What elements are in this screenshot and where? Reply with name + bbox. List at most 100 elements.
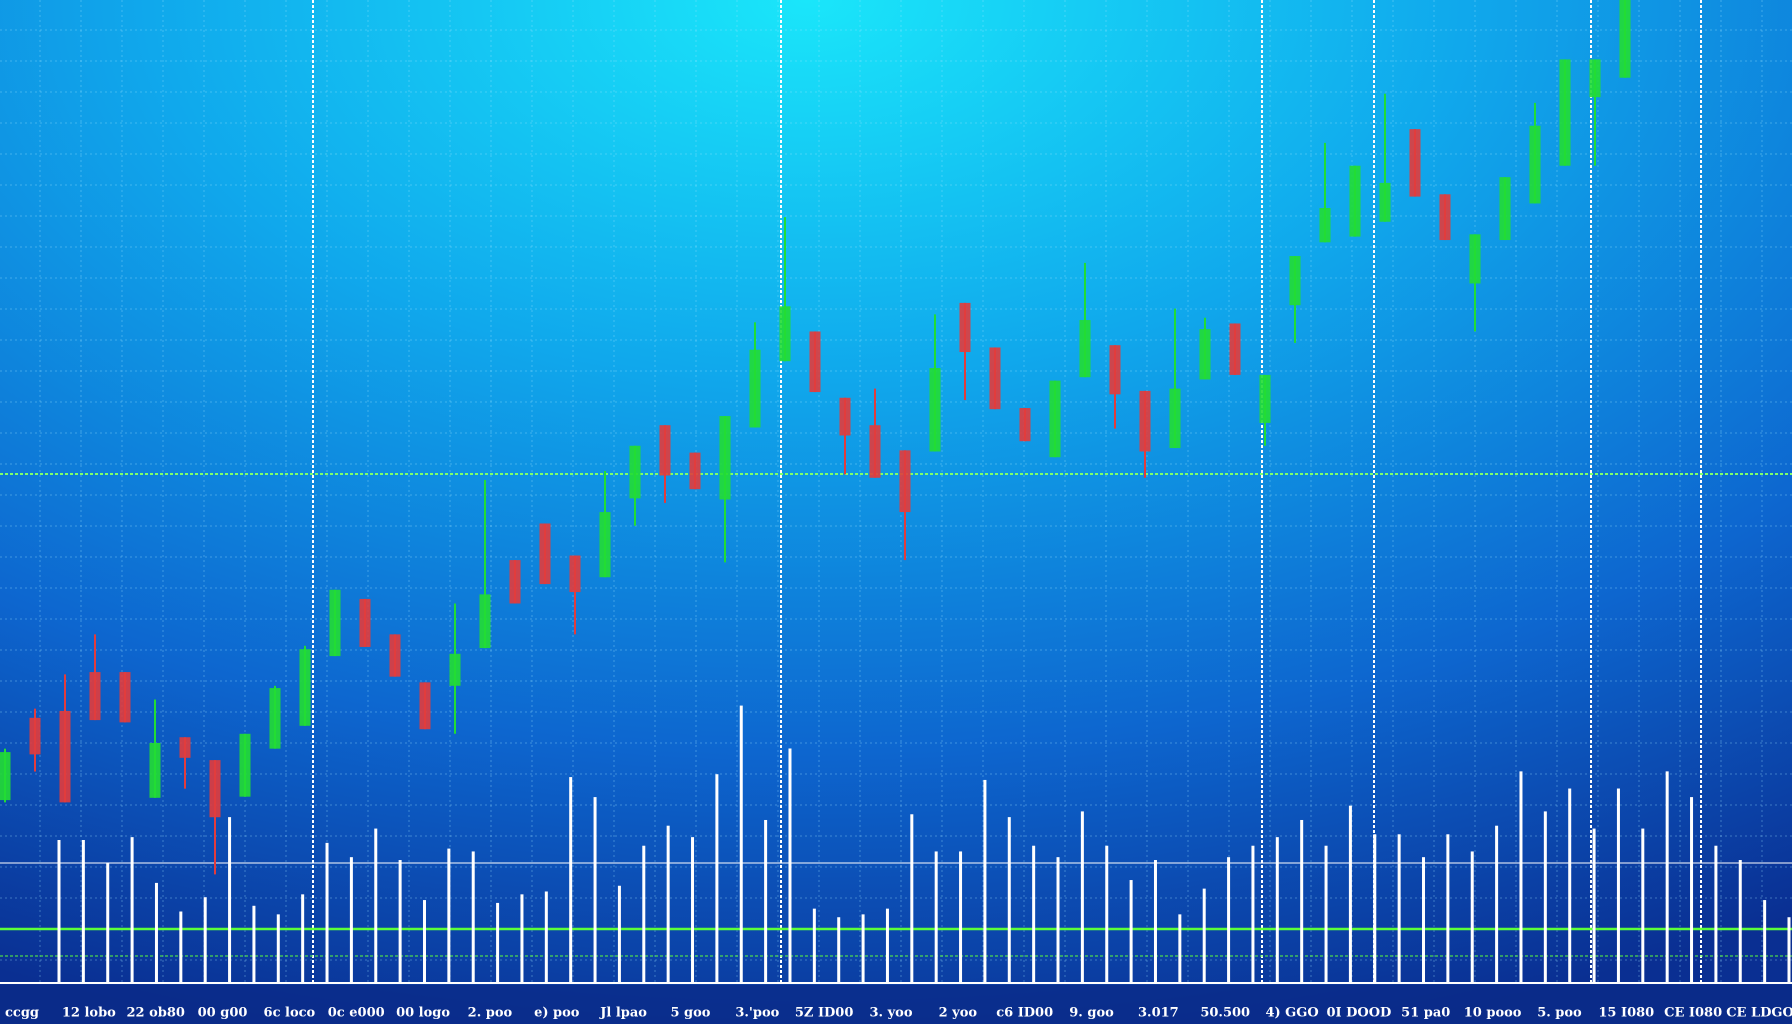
candle-body xyxy=(989,347,1001,410)
volume-bar xyxy=(1202,888,1206,983)
volume-bar xyxy=(983,779,987,983)
volume-bar xyxy=(154,882,158,983)
candle-body xyxy=(1319,208,1331,243)
volume-bar xyxy=(106,862,110,983)
candle-body xyxy=(149,742,161,798)
candle-body xyxy=(329,589,341,657)
volume-bar xyxy=(1787,917,1791,983)
volume-bar xyxy=(349,857,353,983)
volume-bar xyxy=(1397,834,1401,983)
candle-body xyxy=(869,425,881,478)
candle-body xyxy=(929,368,941,452)
candle-body xyxy=(779,306,791,362)
volume-bar xyxy=(569,777,573,983)
volume-bar xyxy=(228,817,232,983)
x-tick-label: 50.500 xyxy=(1200,1006,1250,1021)
candle-body xyxy=(1499,177,1511,241)
volume-bar xyxy=(1373,834,1377,983)
candle-body xyxy=(1049,380,1061,458)
x-tick-label: 3. yoo xyxy=(870,1006,913,1021)
volume-bar xyxy=(1007,817,1011,983)
volume-bar xyxy=(374,828,378,983)
candle-body xyxy=(29,717,41,755)
volume-bar xyxy=(471,851,475,983)
volume-bar xyxy=(1032,845,1036,983)
volume-bar xyxy=(1422,857,1426,983)
volume-bar xyxy=(398,860,402,983)
volume-bar xyxy=(179,911,183,983)
volume-bar xyxy=(910,814,914,983)
volume-bar xyxy=(130,837,134,983)
volume-bar xyxy=(252,905,256,983)
volume-bar xyxy=(1763,900,1767,983)
highlight-lines xyxy=(0,473,1792,957)
volume-bar xyxy=(422,900,426,983)
x-tick-label: 15 I080 xyxy=(1598,1006,1654,1021)
candle-body xyxy=(1019,408,1031,442)
candle-body xyxy=(239,733,251,797)
volume-bar xyxy=(1665,771,1669,983)
volume-bar xyxy=(325,842,329,983)
volume-bar xyxy=(715,774,719,983)
volume-bar xyxy=(1446,834,1450,983)
x-tick-label: ccgg xyxy=(5,1006,39,1021)
x-tick-label: CE LDGO xyxy=(1726,1006,1792,1021)
volume-bar xyxy=(1348,805,1352,983)
x-tick-label: 2. poo xyxy=(468,1006,513,1021)
x-tick-label: 5Z ID00 xyxy=(795,1006,854,1021)
volume-bar xyxy=(1641,828,1645,983)
candle-body xyxy=(809,331,821,393)
x-tick-label: 51 pa0 xyxy=(1401,1006,1450,1021)
candle-body xyxy=(209,760,221,818)
x-tick-label: 6c loco xyxy=(264,1006,316,1021)
volume-bar xyxy=(593,797,597,983)
x-tick-label: 0c e000 xyxy=(328,1006,385,1021)
candle-body xyxy=(1109,345,1121,395)
volume-bar xyxy=(520,894,524,983)
candle-body xyxy=(719,416,731,500)
volume-bar xyxy=(642,845,646,983)
candle-body xyxy=(839,397,851,436)
volume-bar xyxy=(1495,825,1499,983)
candle-body xyxy=(1439,194,1451,241)
volume-bar xyxy=(1300,819,1304,983)
volume-bar xyxy=(1592,828,1596,983)
x-tick-label: 3.017 xyxy=(1138,1006,1179,1021)
candles xyxy=(0,0,1631,875)
volume-bar xyxy=(57,840,61,983)
x-tick-label: 10 pooo xyxy=(1464,1006,1522,1021)
volume-bar xyxy=(1470,851,1474,983)
volume-bar xyxy=(617,885,621,983)
grid xyxy=(0,0,1792,985)
candle-body xyxy=(959,302,971,353)
volume-bar xyxy=(1275,837,1279,983)
x-tick-label: 0I DOOD xyxy=(1326,1006,1391,1021)
x-tick-label: 22 ob80 xyxy=(126,1006,184,1021)
volume-bar xyxy=(1738,860,1742,983)
volume-bar xyxy=(812,908,816,983)
candle-body xyxy=(449,653,461,686)
candle-body xyxy=(1169,388,1181,449)
candle-body xyxy=(599,512,611,578)
candle-body xyxy=(1529,125,1541,204)
volume-bar xyxy=(666,825,670,983)
candle-body xyxy=(689,452,701,490)
candle-body xyxy=(1289,256,1301,306)
candle-body xyxy=(299,649,311,726)
volume-bar xyxy=(203,897,207,983)
volume-bar xyxy=(1080,811,1084,983)
volume-bar xyxy=(1056,857,1060,983)
volume-bar xyxy=(691,837,695,983)
candle-body xyxy=(539,523,551,585)
volume-bar xyxy=(837,917,841,983)
candle-body xyxy=(1379,182,1391,222)
volume-bar xyxy=(1105,845,1109,983)
x-tick-label: 12 lobo xyxy=(62,1006,116,1021)
volume-bar xyxy=(934,851,938,983)
candle-body xyxy=(59,710,71,803)
x-tick-label: 5 goo xyxy=(670,1006,710,1021)
candle-body xyxy=(749,349,761,428)
volume-bar xyxy=(1714,845,1718,983)
